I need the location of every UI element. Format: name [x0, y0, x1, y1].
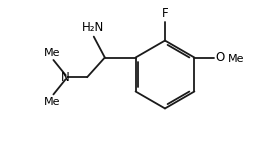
Text: F: F	[162, 7, 168, 20]
Text: Me: Me	[228, 54, 244, 64]
Text: N: N	[61, 71, 70, 84]
Text: H₂N: H₂N	[81, 21, 104, 34]
Text: Me: Me	[44, 48, 60, 58]
Text: O: O	[215, 51, 225, 64]
Text: Me: Me	[44, 97, 60, 107]
